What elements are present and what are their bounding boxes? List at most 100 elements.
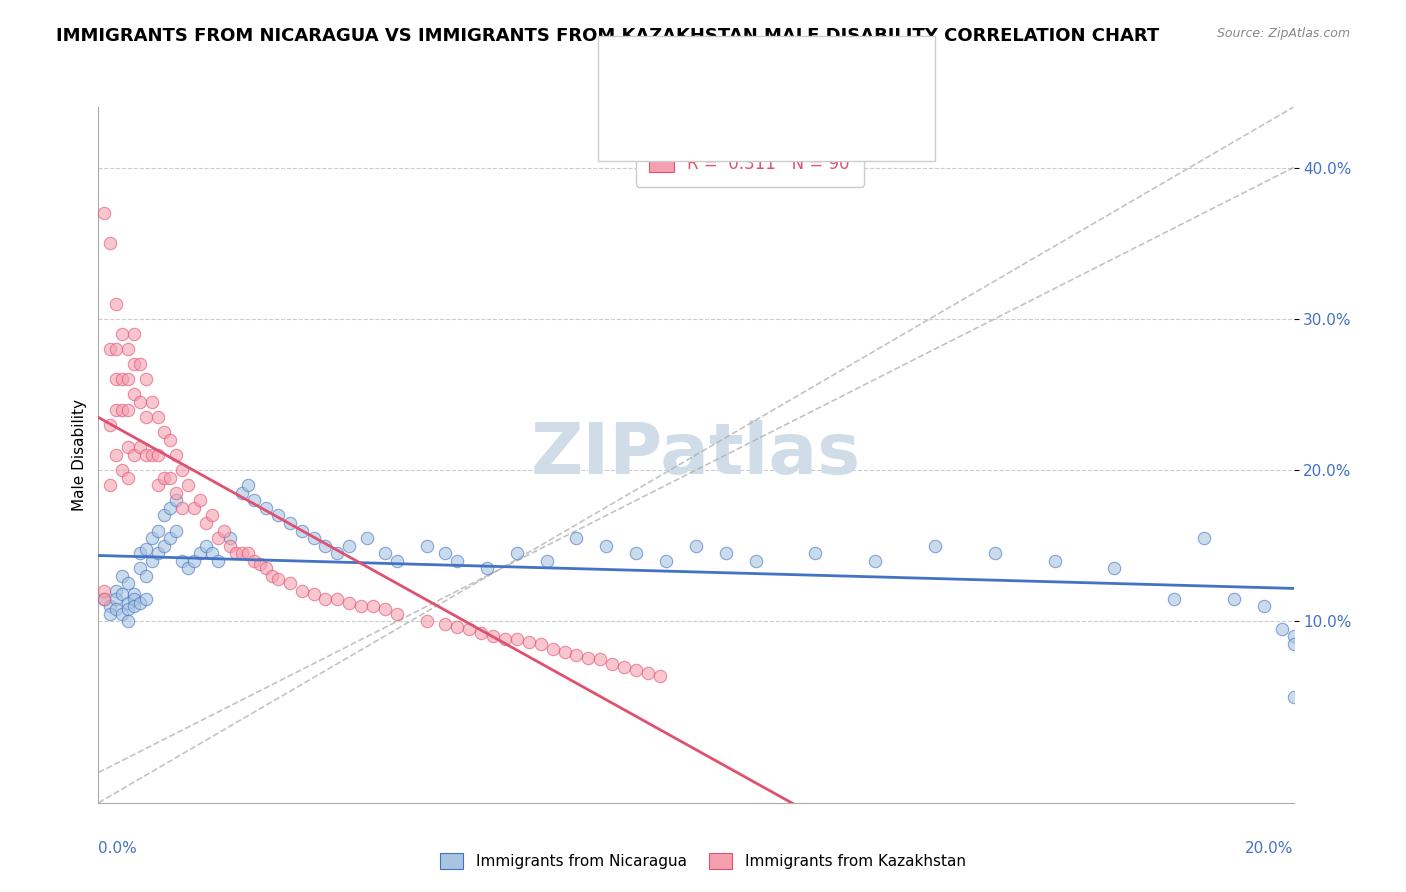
Point — [236, 478, 259, 492]
Point — [254, 561, 277, 575]
Point — [93, 591, 115, 606]
Point — [267, 508, 290, 523]
Point — [98, 607, 122, 621]
Point — [93, 591, 115, 606]
Point — [482, 629, 505, 643]
Point — [554, 644, 576, 658]
Point — [578, 650, 600, 665]
Point — [188, 493, 211, 508]
Point — [356, 531, 378, 545]
Point — [183, 554, 205, 568]
Point — [117, 576, 139, 591]
Point — [141, 448, 163, 462]
Point — [291, 584, 314, 599]
Point — [105, 296, 128, 310]
Legend: Immigrants from Nicaragua, Immigrants from Kazakhstan: Immigrants from Nicaragua, Immigrants fr… — [434, 847, 972, 875]
Point — [153, 539, 176, 553]
Point — [219, 531, 242, 545]
Point — [165, 524, 187, 538]
Point — [172, 554, 194, 568]
Text: Source: ZipAtlas.com: Source: ZipAtlas.com — [1216, 27, 1350, 40]
Point — [212, 524, 235, 538]
Point — [105, 402, 128, 417]
Text: IMMIGRANTS FROM NICARAGUA VS IMMIGRANTS FROM KAZAKHSTAN MALE DISABILITY CORRELAT: IMMIGRANTS FROM NICARAGUA VS IMMIGRANTS … — [56, 27, 1160, 45]
Text: 0.0%: 0.0% — [98, 840, 138, 855]
Point — [105, 372, 128, 386]
Point — [117, 372, 139, 386]
Point — [637, 665, 659, 680]
Point — [924, 539, 946, 553]
Point — [98, 599, 122, 614]
Point — [536, 554, 558, 568]
Point — [117, 441, 139, 455]
Point — [124, 387, 146, 401]
Point — [105, 602, 128, 616]
Point — [302, 531, 325, 545]
Point — [984, 546, 1007, 560]
Point — [153, 508, 176, 523]
Point — [315, 539, 337, 553]
Point — [541, 641, 564, 656]
Point — [1163, 591, 1185, 606]
Point — [111, 326, 134, 341]
Point — [129, 357, 152, 371]
Point — [339, 539, 361, 553]
Point — [195, 539, 218, 553]
Point — [141, 395, 163, 409]
Point — [188, 546, 211, 560]
Point — [159, 470, 181, 484]
Point — [135, 448, 157, 462]
Point — [124, 587, 146, 601]
Point — [98, 342, 122, 356]
Point — [326, 546, 349, 560]
Point — [565, 648, 588, 662]
Point — [141, 554, 163, 568]
Point — [111, 372, 134, 386]
Point — [494, 632, 516, 647]
Text: ZIPatlas: ZIPatlas — [531, 420, 860, 490]
Point — [602, 657, 624, 671]
Point — [124, 599, 146, 614]
Point — [595, 539, 617, 553]
Point — [236, 546, 259, 560]
Point — [1223, 591, 1246, 606]
Point — [434, 546, 457, 560]
Point — [363, 599, 385, 614]
Point — [153, 470, 176, 484]
Point — [243, 493, 266, 508]
Point — [135, 372, 157, 386]
Point — [302, 587, 325, 601]
Point — [326, 591, 349, 606]
Point — [291, 524, 314, 538]
Point — [278, 516, 301, 530]
Point — [124, 448, 146, 462]
Point — [135, 541, 157, 556]
Point — [148, 478, 170, 492]
Point — [506, 546, 529, 560]
Point — [111, 607, 134, 621]
Point — [530, 637, 553, 651]
Point — [416, 539, 439, 553]
Point — [254, 500, 277, 515]
Point — [374, 546, 396, 560]
Point — [475, 561, 498, 575]
Point — [105, 448, 128, 462]
Point — [177, 561, 200, 575]
Point — [148, 448, 170, 462]
Point — [148, 546, 170, 560]
Point — [135, 591, 157, 606]
Point — [1282, 637, 1305, 651]
Point — [117, 402, 139, 417]
Point — [159, 433, 181, 447]
Point — [1253, 599, 1275, 614]
Point — [201, 508, 224, 523]
Point — [434, 617, 457, 632]
Point — [135, 569, 157, 583]
Point — [685, 539, 707, 553]
Point — [129, 441, 152, 455]
Point — [165, 485, 187, 500]
Point — [111, 569, 134, 583]
Point — [98, 236, 122, 251]
Point — [117, 602, 139, 616]
Point — [1282, 629, 1305, 643]
